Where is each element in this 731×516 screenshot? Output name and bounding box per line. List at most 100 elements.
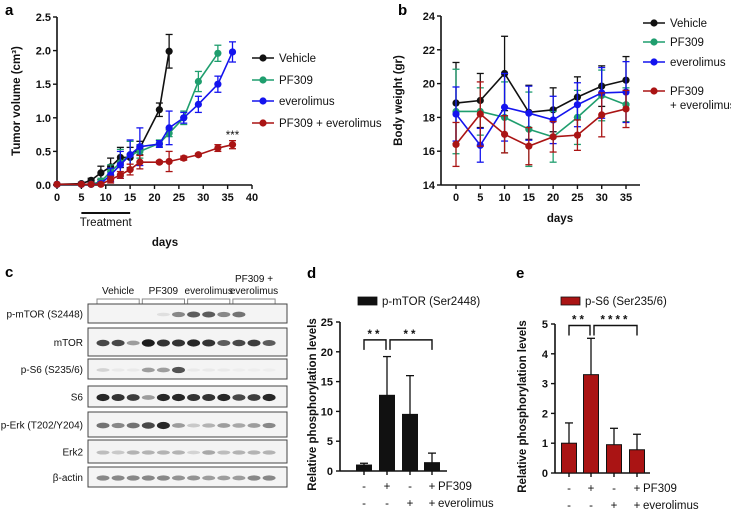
data-point-combo — [573, 131, 582, 139]
group-bracket — [187, 298, 231, 304]
data-point-vehicle — [97, 169, 105, 177]
blot-band — [172, 393, 185, 402]
y-tick-label: 5 — [542, 319, 548, 331]
x-tick-label: 20 — [547, 192, 559, 204]
pf309-sign: + — [429, 481, 436, 493]
blot-band — [96, 368, 110, 372]
blot-band — [247, 394, 261, 401]
y-tick-label: 22 — [423, 45, 435, 57]
blot-band — [111, 422, 125, 429]
everolimus-row-label: everolimus — [643, 500, 699, 512]
blot-row-label: p-Erk (T202/Y204) — [1, 421, 83, 432]
y-tick-label: 5 — [327, 436, 333, 448]
blot-band — [187, 339, 201, 347]
legend-label: Vehicle — [279, 53, 316, 65]
blot-band — [96, 393, 110, 402]
blot-band — [172, 475, 185, 481]
blot-band — [126, 422, 140, 429]
significance-bracket — [593, 324, 638, 336]
blot-row-label: S6 — [71, 393, 84, 404]
blot-band — [126, 450, 140, 455]
blot-band — [262, 422, 276, 429]
panel-label-d: d — [307, 265, 316, 282]
data-point-everolimus — [525, 109, 533, 117]
y-axis-title: Body weight (gr) — [393, 55, 405, 146]
blot-band — [156, 475, 170, 481]
everolimus-sign: + — [634, 500, 641, 512]
everolimus-sign: - — [589, 500, 593, 512]
bar — [424, 462, 440, 472]
significance-stars: ** — [368, 329, 383, 341]
bar — [583, 374, 599, 474]
legend-label: PF309 + everolimus — [279, 118, 382, 130]
significance-bracket — [363, 339, 387, 350]
data-point-combo — [500, 130, 509, 138]
data-point-vehicle — [155, 106, 163, 114]
blot-band — [141, 339, 155, 347]
y-tick-label: 1.0 — [36, 113, 51, 125]
y-tick-label: 0.5 — [36, 146, 51, 158]
everolimus-row-label: everolimus — [438, 498, 494, 510]
series-line-everolimus — [57, 51, 234, 186]
legend-label: Vehicle — [670, 18, 707, 30]
x-tick-label: 35 — [620, 192, 632, 204]
blot-band — [217, 450, 231, 455]
everolimus-sign: + — [611, 500, 618, 512]
bar — [379, 394, 395, 472]
significance-stars: ** — [572, 314, 587, 326]
blot-band — [96, 339, 110, 347]
group-label-line2: everolimus — [230, 286, 278, 297]
data-point-pf309 — [214, 49, 222, 57]
everolimus-sign: + — [407, 498, 414, 510]
y-tick-label: 20 — [423, 79, 435, 91]
significance-bracket — [389, 339, 433, 350]
y-tick-label: 1 — [542, 438, 548, 450]
y-tick-label: 2.5 — [36, 12, 51, 24]
blot-band — [172, 450, 185, 455]
data-point-everolimus — [214, 80, 222, 88]
blot-band — [217, 339, 231, 347]
pf309-sign: + — [634, 483, 641, 495]
blot-band — [232, 423, 246, 428]
legend-marker-everolimus — [259, 97, 267, 105]
data-point-combo — [87, 180, 95, 188]
x-tick-label: 10 — [100, 192, 112, 204]
blot-band — [247, 450, 261, 455]
x-tick-label: 25 — [173, 192, 185, 204]
blot-strip — [87, 466, 288, 488]
legend-label: p-mTOR (Ser2448) — [382, 296, 480, 308]
legend-marker-vehicle — [259, 54, 267, 62]
y-tick-label: 0 — [542, 468, 548, 480]
significance-stars: **** — [601, 314, 631, 326]
blot-band — [247, 339, 261, 347]
blot-band — [262, 339, 276, 347]
significance-annotation: *** — [226, 130, 240, 142]
blot-band — [202, 368, 216, 372]
y-tick-label: 2 — [542, 408, 548, 420]
blot-band — [262, 450, 276, 455]
blot-band — [263, 368, 276, 371]
blot-band — [202, 475, 216, 481]
blot-band — [187, 450, 201, 455]
series-line-everolimus — [455, 91, 627, 147]
blot-band — [232, 450, 246, 455]
blot-band — [202, 339, 216, 347]
x-tick-label: 10 — [498, 192, 510, 204]
bar — [629, 449, 645, 474]
blot-band — [202, 311, 216, 318]
blot-band — [172, 339, 185, 347]
data-point-combo — [476, 110, 484, 118]
data-point-combo — [214, 144, 222, 152]
blot-band — [96, 475, 110, 481]
legend-label: PF309 — [670, 37, 704, 49]
x-tick-label: 0 — [54, 192, 60, 204]
data-point-everolimus — [194, 100, 202, 108]
data-point-everolimus — [126, 151, 134, 159]
blot-band — [96, 422, 110, 429]
pf309-sign: - — [408, 481, 412, 493]
pf309-row-label: PF309 — [438, 481, 472, 493]
blot-band — [202, 450, 216, 455]
data-point-everolimus — [116, 161, 124, 169]
series-line-vehicle — [56, 51, 170, 186]
